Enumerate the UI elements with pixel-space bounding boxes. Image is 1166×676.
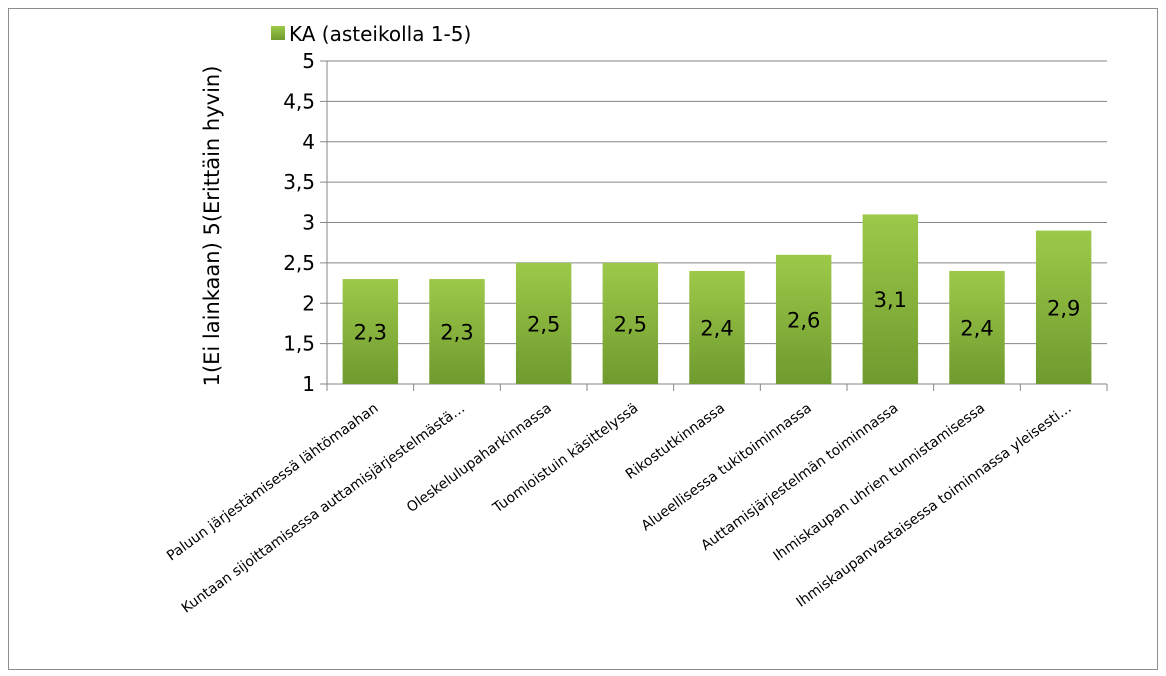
y-tick-label: 4,5 (283, 89, 315, 113)
data-label: 3,1 (874, 288, 907, 312)
y-axis-title: 1(Ei lainkaan) 5(Erittäin hyvin) (200, 66, 224, 387)
bar (689, 270, 745, 384)
y-tick-label: 1,5 (283, 332, 315, 356)
data-label: 2,3 (354, 321, 387, 345)
data-label: 2,5 (527, 312, 560, 336)
x-tick-label: Tuomioistuin käsittelyssä (489, 400, 641, 517)
data-label: 2,5 (614, 312, 647, 336)
legend-swatch (271, 26, 285, 40)
bar (602, 262, 659, 384)
bar (342, 279, 399, 384)
data-label: 2,9 (1047, 296, 1080, 320)
x-tick-label: Oleskelulupaharkinnassa (404, 400, 555, 516)
y-tick-label: 4 (302, 130, 315, 154)
bar (862, 214, 919, 384)
y-tick-label: 3 (302, 211, 315, 235)
bar (429, 279, 485, 384)
bar (775, 254, 832, 384)
bars (342, 214, 1092, 384)
chart-frame: 1 1,5 2 2,5 3 3,5 4 4,5 5 2,3 Paluun järjestämises… (8, 8, 1158, 670)
data-label: 2,3 (440, 321, 473, 345)
y-tick-label: 3,5 (283, 170, 315, 194)
bar (515, 262, 572, 384)
y-tick-label: 5 (302, 49, 315, 73)
data-label: 2,4 (700, 316, 733, 340)
y-tick-label: 1 (302, 372, 315, 396)
bar (949, 270, 1005, 384)
y-tick-label: 2,5 (283, 251, 315, 275)
legend: KA (asteikolla 1-5) (271, 22, 471, 46)
bar (1035, 230, 1092, 384)
y-tick-label: 2 (302, 291, 315, 315)
x-tick-label: Alueellisessa tukitoiminnassa (639, 400, 815, 534)
data-label: 2,6 (787, 308, 820, 332)
legend-label: KA (asteikolla 1-5) (289, 22, 471, 46)
data-label: 2,4 (960, 316, 993, 340)
